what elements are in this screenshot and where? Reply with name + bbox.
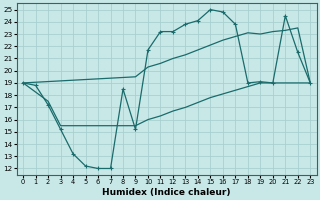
X-axis label: Humidex (Indice chaleur): Humidex (Indice chaleur)	[102, 188, 231, 197]
